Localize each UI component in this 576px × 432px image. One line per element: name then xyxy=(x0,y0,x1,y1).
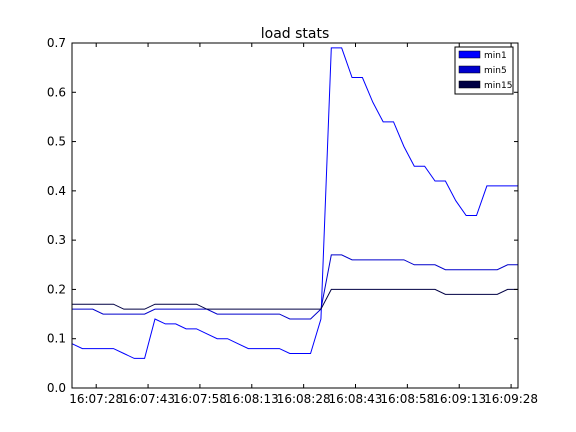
y-tick-label: 0.2 xyxy=(47,282,66,296)
legend-swatch-min1 xyxy=(458,50,481,59)
x-tick-label: 16:07:28 xyxy=(69,392,123,406)
x-tick-label: 16:08:58 xyxy=(380,392,434,406)
x-tick-label: 16:07:43 xyxy=(121,392,175,406)
y-tick-label: 0.3 xyxy=(47,233,66,247)
x-tick-label: 16:08:43 xyxy=(329,392,383,406)
x-tick-label: 16:09:28 xyxy=(484,392,538,406)
x-tick-label: 16:09:13 xyxy=(432,392,486,406)
y-tick-label: 0.6 xyxy=(47,85,66,99)
y-tick-label: 0.4 xyxy=(47,184,66,198)
x-tick-label: 16:08:13 xyxy=(225,392,279,406)
series-line-min5 xyxy=(72,254,518,320)
series-layer xyxy=(71,47,518,359)
plot-frame xyxy=(71,42,519,389)
legend-swatch-min5 xyxy=(458,65,481,74)
legend-label-min5: min5 xyxy=(484,66,507,76)
legend: min1 min5 min15 xyxy=(454,46,514,95)
series-line-min15 xyxy=(72,288,518,310)
y-tick-label: 0.0 xyxy=(47,381,66,395)
y-tick-label: 0.7 xyxy=(47,36,66,50)
series-line-min1 xyxy=(71,47,518,359)
ticks-layer: 0.0 0.1 0.2 0.3 0.4 0.5 0.6 0.7 16:07:2816:07:43… xyxy=(47,36,538,406)
x-tick-label: 16:07:58 xyxy=(173,392,227,406)
legend-label-min1: min1 xyxy=(484,51,507,61)
x-tick-label: 16:08:28 xyxy=(277,392,331,406)
y-tick-label: 0.5 xyxy=(47,135,66,149)
legend-label-min15: min15 xyxy=(484,81,512,91)
chart-title: load stats xyxy=(261,26,330,42)
y-tick-label: 0.1 xyxy=(47,332,66,346)
legend-swatch-min15 xyxy=(458,80,481,89)
